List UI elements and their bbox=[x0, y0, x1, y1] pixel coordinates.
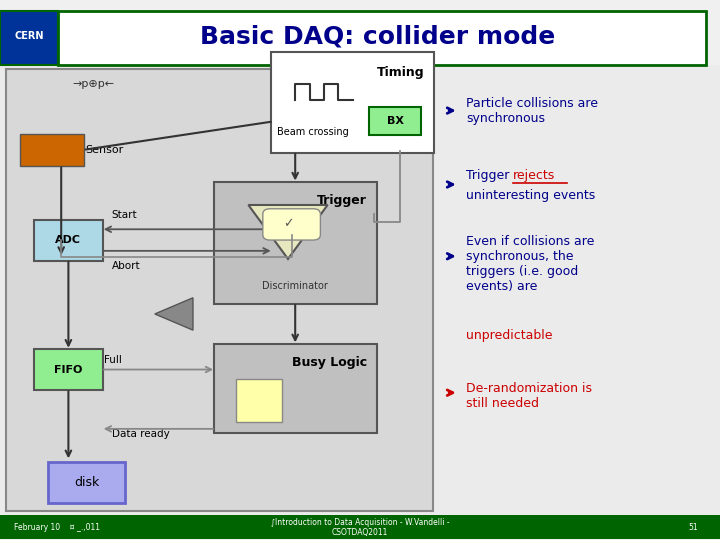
Text: Timing: Timing bbox=[377, 66, 425, 79]
FancyBboxPatch shape bbox=[0, 65, 720, 515]
Text: Even if collisions are
synchronous, the
triggers (i.e. good
events) are: Even if collisions are synchronous, the … bbox=[466, 235, 594, 293]
FancyBboxPatch shape bbox=[271, 52, 434, 153]
Text: February 10    ¤ _.,011: February 10 ¤ _.,011 bbox=[14, 523, 100, 532]
Text: FIFO: FIFO bbox=[54, 364, 83, 375]
Polygon shape bbox=[248, 205, 328, 259]
Text: Sensor: Sensor bbox=[85, 145, 123, 155]
Text: Basic DAQ: collider mode: Basic DAQ: collider mode bbox=[200, 24, 556, 48]
FancyBboxPatch shape bbox=[214, 343, 377, 433]
Text: Trigger: Trigger bbox=[466, 169, 513, 182]
FancyBboxPatch shape bbox=[0, 11, 58, 65]
FancyBboxPatch shape bbox=[6, 69, 433, 511]
Text: disk: disk bbox=[73, 476, 99, 489]
Text: unpredictable: unpredictable bbox=[466, 329, 552, 342]
Text: uninteresting events: uninteresting events bbox=[466, 189, 595, 202]
FancyBboxPatch shape bbox=[214, 182, 377, 303]
FancyBboxPatch shape bbox=[48, 462, 125, 503]
Text: Particle collisions are
synchronous: Particle collisions are synchronous bbox=[466, 97, 598, 125]
Text: 51: 51 bbox=[689, 523, 698, 532]
Text: Start: Start bbox=[112, 210, 138, 220]
Text: Discriminator: Discriminator bbox=[262, 281, 328, 291]
Text: BX: BX bbox=[387, 116, 404, 126]
Text: rejects: rejects bbox=[513, 169, 556, 182]
Text: Full: Full bbox=[104, 355, 122, 365]
FancyBboxPatch shape bbox=[58, 11, 706, 65]
Text: ✓: ✓ bbox=[283, 218, 293, 231]
Text: De-randomization is
still needed: De-randomization is still needed bbox=[466, 382, 592, 410]
Text: Data ready: Data ready bbox=[112, 429, 169, 439]
Text: ∫Introduction to Data Acquisition - W.Vandelli -
CSOTDAQ2011: ∫Introduction to Data Acquisition - W.Va… bbox=[271, 518, 449, 537]
Text: CERN: CERN bbox=[14, 31, 43, 41]
FancyBboxPatch shape bbox=[20, 134, 84, 166]
Text: Abort: Abort bbox=[112, 261, 140, 271]
FancyBboxPatch shape bbox=[34, 220, 103, 261]
Text: Trigger: Trigger bbox=[318, 194, 367, 207]
Polygon shape bbox=[155, 298, 193, 330]
FancyBboxPatch shape bbox=[263, 209, 320, 240]
FancyBboxPatch shape bbox=[369, 107, 421, 135]
FancyBboxPatch shape bbox=[236, 379, 282, 422]
Text: →p⊕p←: →p⊕p← bbox=[73, 79, 114, 89]
FancyBboxPatch shape bbox=[0, 515, 720, 539]
FancyBboxPatch shape bbox=[34, 349, 103, 390]
Text: Beam crossing: Beam crossing bbox=[277, 127, 349, 137]
Text: Busy Logic: Busy Logic bbox=[292, 356, 367, 369]
Text: ADC: ADC bbox=[55, 235, 81, 245]
